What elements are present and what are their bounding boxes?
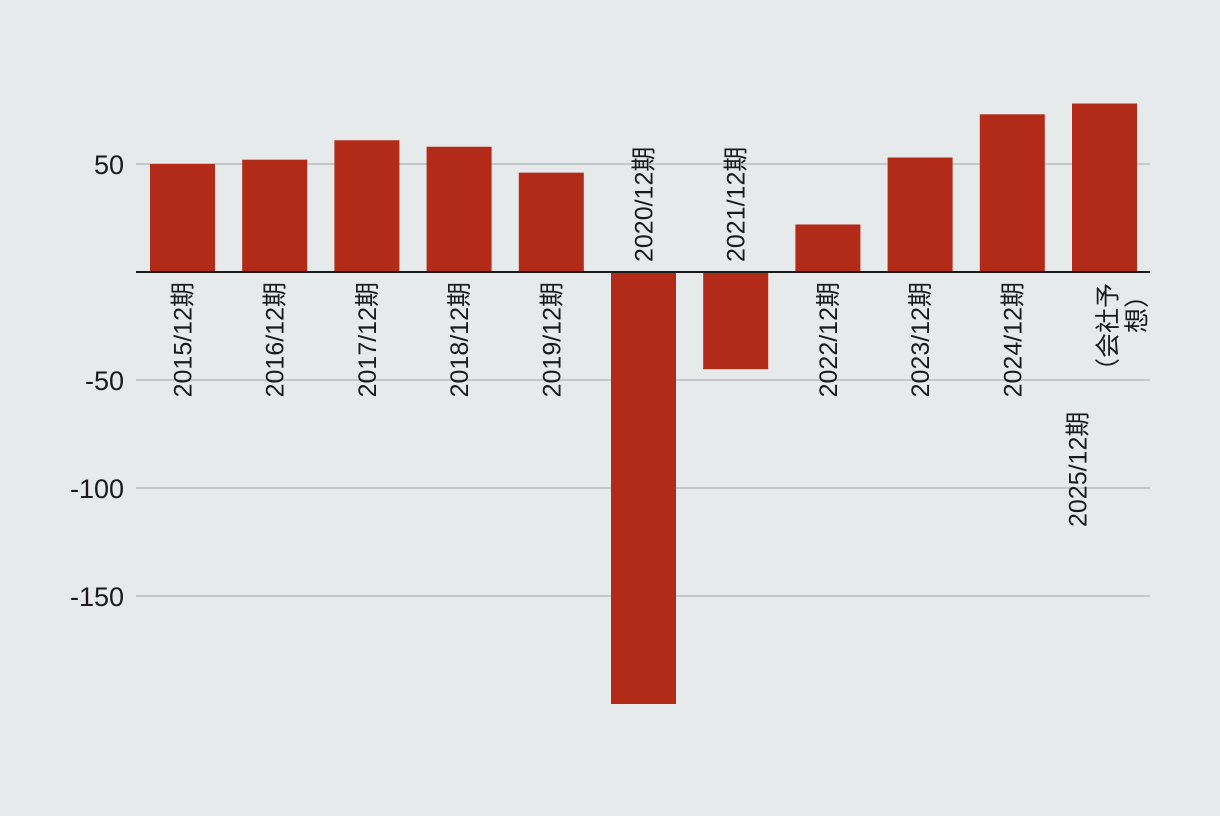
y-tick-label: -150 — [70, 582, 124, 612]
category-labels: 2015/12期 2016/12期 2017/12期 2018/12期 2019/12期… — [170, 147, 1152, 527]
bar — [611, 272, 676, 704]
category-label: 2021/12期 — [723, 147, 751, 262]
category-label: 2015/12期 — [170, 282, 198, 397]
bars — [150, 103, 1137, 704]
y-tick-label: -50 — [85, 366, 124, 396]
category-label: 2022/12期 — [815, 282, 843, 397]
bar — [150, 164, 215, 272]
bar — [795, 224, 861, 272]
category-label: 2016/12期 — [262, 282, 290, 397]
category-label: 2018/12期 — [446, 282, 474, 397]
bar — [242, 159, 308, 272]
bar — [887, 157, 953, 272]
y-tick-label: -100 — [70, 474, 124, 504]
y-axis-ticks: 50 -50 -100 -150 — [70, 150, 124, 612]
y-tick-label: 50 — [94, 150, 124, 180]
category-label: （会社予 — [1095, 283, 1123, 383]
bar — [1072, 103, 1137, 273]
category-label: 想） — [1124, 283, 1152, 333]
bar — [518, 172, 584, 272]
category-label: 2020/12期 — [631, 147, 659, 262]
bar — [426, 146, 492, 272]
bar — [703, 272, 769, 370]
category-label: 2024/12期 — [999, 282, 1027, 397]
category-label: 2019/12期 — [538, 282, 566, 397]
category-label: 2023/12期 — [907, 282, 935, 397]
category-label: 2025/12期 — [1065, 412, 1093, 527]
bar — [979, 114, 1045, 272]
bar — [334, 140, 400, 272]
category-label: 2017/12期 — [354, 282, 382, 397]
